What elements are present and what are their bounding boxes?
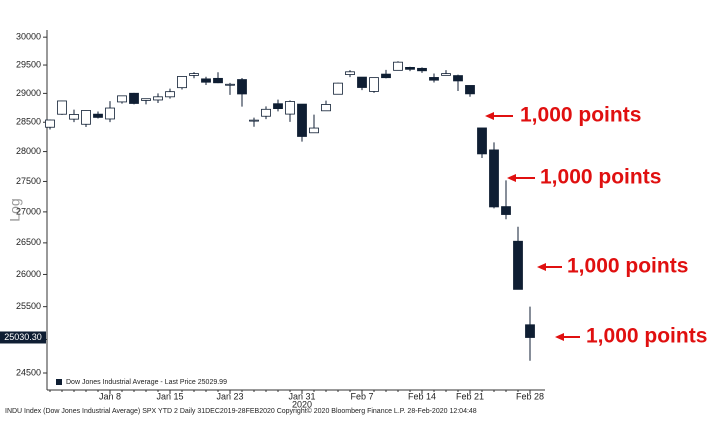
- y-tick-label: 26500: [16, 237, 41, 247]
- candle-body: [309, 127, 319, 134]
- candle-body: [381, 73, 391, 79]
- y-tick-label: 27000: [16, 206, 41, 216]
- y-tick-label: 29500: [16, 59, 41, 69]
- candle-body: [417, 67, 427, 72]
- candle-body: [105, 107, 115, 120]
- candle-body: [489, 149, 499, 208]
- footer: INDU Index (Dow Jones Industrial Average…: [5, 407, 477, 415]
- last-price-tag-box: [0, 331, 46, 344]
- y-tick-label: 28500: [16, 117, 41, 127]
- candle-body: [93, 113, 103, 118]
- y-tick-label: 29000: [16, 88, 41, 98]
- candle-body: [429, 77, 439, 81]
- arrow-head: [537, 263, 546, 271]
- candle-body: [369, 77, 379, 92]
- candle-body: [129, 92, 139, 104]
- y-tick-label: 30000: [16, 32, 41, 42]
- candle-body: [57, 100, 67, 115]
- candle-body: [201, 78, 211, 83]
- candle-body: [249, 119, 259, 122]
- candle-body: [237, 79, 247, 95]
- candle-body: [273, 103, 283, 110]
- y-tick-label: 25500: [16, 301, 41, 311]
- annotation: 1,000 points: [520, 104, 641, 127]
- y-axis-label: Log: [7, 198, 23, 221]
- candle-body: [45, 119, 55, 128]
- candle-body: [261, 108, 271, 117]
- arrow-head: [555, 333, 564, 341]
- legend-label: Dow Jones Industrial Average - Last Pric…: [66, 379, 227, 386]
- annotation: 1,000 points: [540, 166, 661, 189]
- x-tick-label: Feb 14: [408, 391, 436, 401]
- arrow-head: [485, 112, 494, 120]
- annotation: 1,000 points: [586, 325, 707, 348]
- y-tick-label: 28000: [16, 146, 41, 156]
- y-tick-label: 27500: [16, 176, 41, 186]
- candle-body: [165, 91, 175, 98]
- candle-body: [453, 75, 463, 82]
- candle-body: [501, 206, 511, 215]
- candle-body: [81, 110, 91, 125]
- legend-swatch: [56, 379, 62, 385]
- candle-body: [405, 67, 415, 70]
- x-tick-label: Jan 15: [156, 391, 183, 401]
- year-label: 2020: [292, 399, 312, 409]
- y-tick-label: 24500: [16, 367, 41, 377]
- candle-body: [393, 61, 403, 71]
- candle-body: [141, 98, 151, 101]
- candle-body: [345, 71, 355, 75]
- candle-body: [321, 104, 331, 112]
- candle-body: [177, 76, 187, 89]
- candle-body: [117, 95, 127, 103]
- candle-body: [525, 324, 535, 338]
- candle-body: [297, 103, 307, 137]
- x-tick-label: Jan 23: [216, 391, 243, 401]
- candle-body: [189, 73, 199, 76]
- candle-body: [513, 240, 523, 290]
- candle-body: [441, 73, 451, 76]
- candle-body: [213, 77, 223, 84]
- x-tick-label: Jan 31: [288, 391, 315, 401]
- arrow-head: [507, 174, 516, 182]
- x-tick-label: Feb 21: [456, 391, 484, 401]
- candle-body: [357, 76, 367, 88]
- last-price-tag: 25030.30: [4, 332, 42, 342]
- candle-body: [333, 82, 343, 95]
- candle-body: [477, 127, 487, 155]
- candle-body: [465, 85, 475, 95]
- y-tick-label: 26000: [16, 269, 41, 279]
- candle-body: [285, 101, 295, 115]
- candle-body: [69, 114, 79, 120]
- annotation: 1,000 points: [567, 255, 688, 278]
- x-tick-label: Feb 7: [350, 391, 373, 401]
- x-tick-label: Feb 28: [516, 391, 544, 401]
- x-tick-label: Jan 8: [99, 391, 121, 401]
- candle-body: [153, 96, 163, 101]
- candle-body: [225, 83, 235, 86]
